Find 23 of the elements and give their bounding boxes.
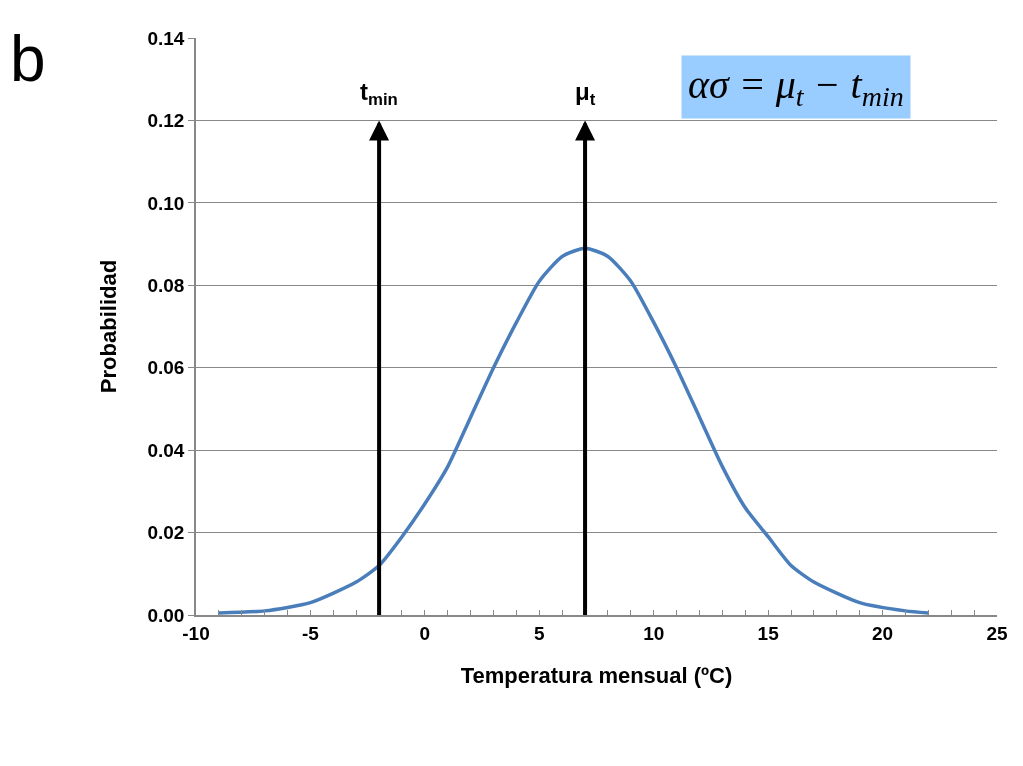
y-tick-label: 0.12 <box>147 110 185 132</box>
y-tick-label: 0.10 <box>147 192 185 214</box>
y-tick-label: 0.04 <box>147 439 185 461</box>
y-tick-label: 0.14 <box>147 27 185 49</box>
x-tick-label: 20 <box>872 622 894 644</box>
y-tick-label: 0.06 <box>147 357 185 379</box>
annotation: ασ = μ$_{t}$ − t$_{min}$ <box>688 62 904 113</box>
x-tick-label: 0 <box>419 622 431 644</box>
x-axis-title: Temperatura mensual (ºC) <box>460 662 733 688</box>
x-tick-label: 5 <box>534 622 545 644</box>
x-tick-label: 15 <box>757 622 780 644</box>
y-tick-label: 0.00 <box>147 604 185 626</box>
ref-line-label: t$_{min}$ <box>360 78 398 110</box>
x-tick-label: 25 <box>986 622 1008 644</box>
x-tick-label: -5 <box>301 622 320 644</box>
y-axis-title: Probabilidad <box>95 259 121 394</box>
y-tick-label: 0.02 <box>147 522 185 544</box>
x-tick-label: 10 <box>643 622 665 644</box>
x-tick-label: -10 <box>182 622 210 644</box>
line-series <box>217 246 931 615</box>
ref-line-label: μ$_{t}$ <box>575 78 596 110</box>
y-tick-label: 0.08 <box>147 274 185 296</box>
text: b <box>10 23 46 95</box>
